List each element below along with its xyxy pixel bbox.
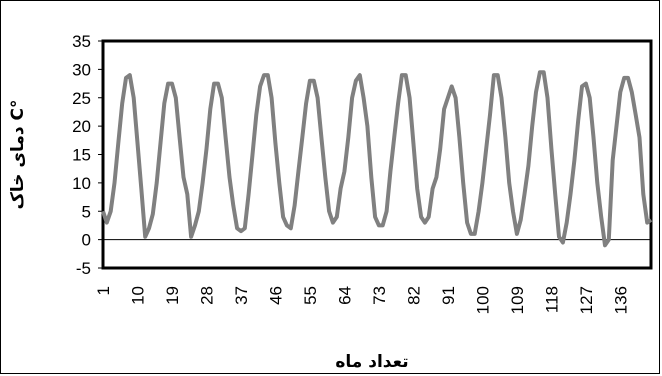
x-axis-title: تعداد ماه [335, 352, 408, 372]
x-tick-label: 100 [473, 286, 492, 314]
x-tick-label: 136 [611, 286, 630, 314]
x-tick-label: 10 [128, 286, 147, 305]
x-tick-label: 46 [266, 286, 285, 305]
x-tick-label: 91 [439, 286, 458, 305]
x-tick-label: 55 [301, 286, 320, 305]
y-tick-label: 20 [72, 117, 91, 136]
x-tick-label: 28 [197, 286, 216, 305]
y-tick-label: -5 [76, 259, 91, 278]
y-tick-label: 35 [72, 32, 91, 51]
y-axis-title: دمای خاک C° [8, 99, 28, 209]
x-tick-label: 1 [94, 286, 113, 295]
y-tick-label: 15 [72, 146, 91, 165]
y-tick-label: 25 [72, 89, 91, 108]
x-tick-label: 64 [335, 286, 354, 305]
x-tick-label: 118 [542, 286, 561, 313]
y-tick-label: 5 [82, 202, 91, 221]
series-group [101, 70, 653, 248]
x-tick-label: 37 [232, 286, 251, 305]
x-tick-label: 127 [577, 286, 596, 314]
series-line [101, 70, 653, 248]
x-tick-label: 73 [370, 286, 389, 305]
y-tick-label: 30 [72, 60, 91, 79]
plot-area [101, 39, 653, 270]
x-tick-label: 82 [404, 286, 423, 305]
x-tick-label: 19 [163, 286, 182, 305]
x-tick-label: 109 [508, 286, 527, 314]
y-axis: -5 0 5 10 15 20 25 30 35 [72, 32, 103, 278]
y-tick-label: 10 [72, 174, 91, 193]
y-tick-label: 0 [82, 231, 91, 250]
x-axis: 1 10 19 28 37 46 55 64 73 82 91 100 109 118 127 136 [94, 239, 651, 314]
